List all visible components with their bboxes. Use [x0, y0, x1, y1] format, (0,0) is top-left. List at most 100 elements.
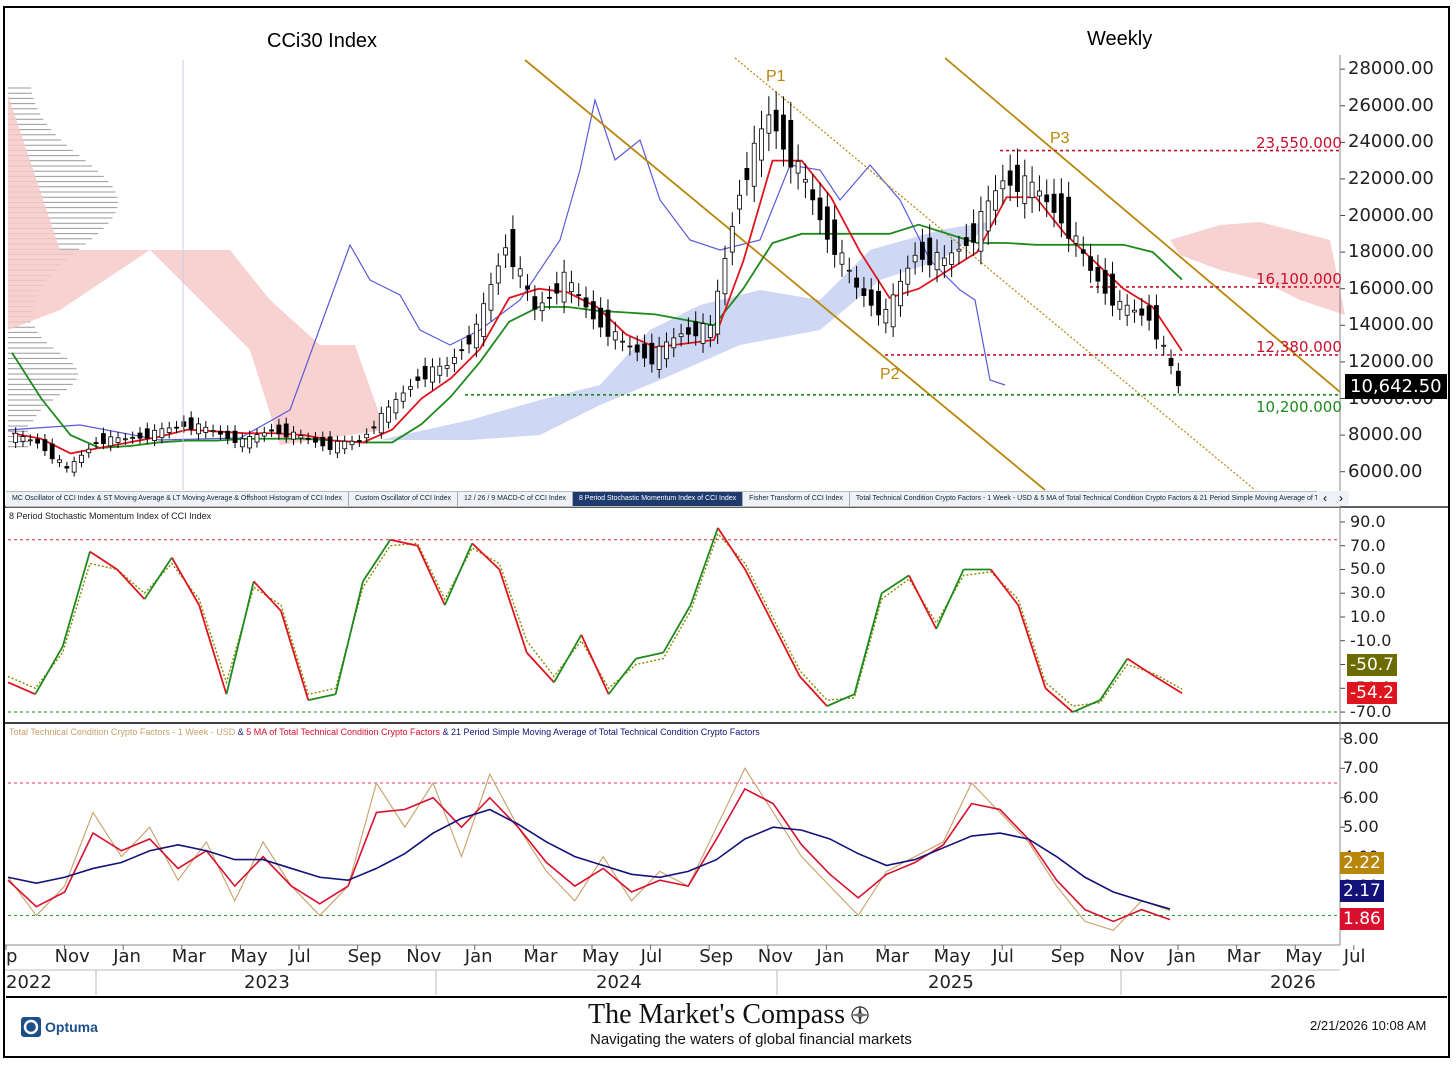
tcf-ma5-line	[7, 787, 1171, 923]
smi-line-segment	[171, 557, 200, 606]
candle-body	[671, 337, 677, 349]
smi-signal-line	[7, 532, 1183, 707]
candle-body	[320, 436, 326, 447]
candle-body	[737, 194, 742, 210]
candle-body	[122, 438, 128, 441]
level-label: 10,200.000	[1256, 397, 1342, 416]
candle-body	[656, 345, 662, 370]
candle-body	[715, 290, 721, 335]
candle-body	[144, 428, 150, 439]
smi-tick-label: 50.0	[1350, 559, 1386, 579]
smi-line-segment	[334, 581, 364, 695]
candle-body	[1102, 270, 1108, 294]
candle-body	[335, 440, 340, 454]
candle-body	[583, 297, 589, 308]
candle-body	[1022, 175, 1028, 204]
candle-body	[722, 258, 728, 295]
tcf-tick-label: 8.00	[1343, 728, 1379, 748]
candle-body	[773, 109, 779, 132]
candle-body	[729, 226, 735, 253]
month-label: p	[6, 946, 18, 967]
candle-body	[20, 436, 26, 442]
candle-body	[1007, 170, 1013, 186]
tcf-pane-title: Total Technical Condition Crypto Factors…	[9, 727, 760, 737]
candle-body	[495, 265, 501, 284]
candle-body	[547, 296, 552, 299]
candle-body	[225, 430, 231, 439]
tcf-ma21-badge: 2.22	[1340, 852, 1384, 874]
candle-body	[1175, 370, 1181, 387]
pivot-label: P3	[1050, 130, 1070, 147]
candle-body	[985, 200, 991, 232]
candle-body	[1139, 308, 1145, 316]
candle-body	[1146, 305, 1152, 321]
price-tick-label: 8000.00	[1348, 424, 1423, 446]
candle-body	[276, 424, 282, 435]
candle-body	[349, 440, 355, 446]
candle-body	[108, 436, 114, 447]
tab-prev-button[interactable]: ‹	[1317, 491, 1333, 505]
candle-body	[218, 431, 223, 435]
candle-body	[269, 429, 274, 432]
candle-body	[1124, 304, 1130, 316]
publication-title: The Market's Compass	[588, 999, 846, 1030]
chart-title: CCi30 Index	[267, 30, 378, 52]
month-label: Nov	[406, 946, 442, 967]
indicator-tab[interactable]: 12 / 26 / 9 MACD-C of CCI Index	[458, 492, 573, 506]
candle-body	[64, 466, 70, 469]
tcf-value-badge: 2.17	[1340, 880, 1384, 902]
smi-line-segment	[935, 569, 965, 630]
indicator-tab[interactable]: Custom Oscillator of CCI Index	[349, 492, 459, 506]
candle-body	[949, 252, 955, 265]
ichimoku-cloud-bear-future	[1170, 222, 1345, 315]
candle-body	[422, 365, 428, 380]
candle-body	[342, 440, 348, 450]
indicator-tab[interactable]: MC Oscillator of CCI Index & ST Moving A…	[6, 492, 349, 506]
price-tick-label: 22000.00	[1348, 167, 1434, 189]
smi-line-segment	[89, 550, 118, 571]
candle-body	[905, 267, 911, 285]
level-label: 23,550.000	[1256, 133, 1342, 152]
candle-body	[239, 438, 245, 448]
smi-line-segment	[34, 646, 64, 695]
price-tick-label: 12000.00	[1348, 350, 1434, 372]
candle-body	[27, 439, 33, 442]
smi-line-segment	[853, 593, 883, 695]
smi-line-segment	[498, 569, 528, 653]
smi-line-segment	[689, 527, 719, 606]
timestamp: 2/21/2026 10:08 AM	[1310, 1018, 1427, 1033]
price-tick-label: 14000.00	[1348, 314, 1434, 336]
candle-body	[510, 229, 516, 268]
month-label: Jul	[1343, 946, 1366, 967]
month-label: Jan	[464, 946, 493, 967]
candle-body	[795, 160, 801, 174]
publication-title-row: The Market's Compass	[588, 999, 871, 1031]
indicator-tab[interactable]: Total Technical Condition Crypto Factors…	[850, 492, 1340, 506]
candle-body	[678, 333, 684, 338]
candle-body	[590, 301, 596, 320]
smi-line-segment	[1044, 687, 1074, 713]
price-tick-label: 24000.00	[1348, 131, 1434, 153]
smi-line-segment	[799, 675, 828, 707]
smi-line-segment	[744, 569, 774, 624]
candle-body	[978, 211, 984, 252]
smi-line-segment	[553, 634, 583, 683]
publication-tagline: Navigating the waters of global financia…	[590, 1031, 912, 1048]
smi-pane-title: 8 Period Stochastic Momentum Index of CC…	[9, 511, 212, 521]
candle-body	[1037, 190, 1042, 197]
candle-body	[254, 434, 260, 443]
month-label: Nov	[757, 946, 793, 967]
smi-value-badge: -54.2	[1347, 682, 1397, 704]
tab-next-button[interactable]: ›	[1333, 491, 1349, 505]
indicator-tab[interactable]: Fisher Transform of CCI Index	[743, 492, 850, 506]
candle-body	[612, 331, 618, 341]
tcf-tick-label: 7.00	[1343, 758, 1379, 778]
candle-body	[203, 426, 209, 433]
indicator-tab[interactable]: 8 Period Stochastic Momentum Index of CC…	[572, 492, 744, 506]
tcf-title-part: &	[235, 727, 247, 737]
price-tick-label: 18000.00	[1348, 241, 1434, 263]
candle-body	[1080, 249, 1086, 254]
last-price-badge: 10,642.50	[1345, 374, 1447, 399]
level-label: 16,100.000	[1256, 269, 1342, 288]
